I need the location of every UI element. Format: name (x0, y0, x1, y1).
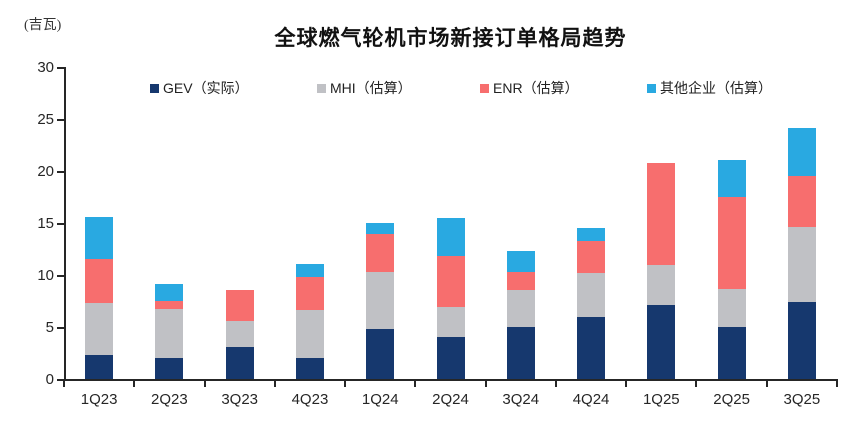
bar-segment-4Q24-4 (577, 228, 606, 241)
y-axis-tick-label: 25 (37, 111, 54, 128)
bar-segment-3Q23-2 (225, 320, 254, 347)
x-axis-tick-label: 3Q24 (502, 391, 540, 408)
legend-label: GEV（实际） (163, 80, 249, 96)
x-axis-tick (484, 381, 487, 387)
bar-segment-1Q23-3 (85, 259, 114, 304)
legend-item-1: GEV（实际） (150, 78, 249, 98)
bar-segment-3Q23-3 (225, 289, 254, 321)
y-axis-tick (57, 379, 64, 381)
y-axis-tick-label: 5 (45, 319, 54, 336)
bar-segment-3Q23-1 (225, 346, 254, 379)
legend-label: 其他企业（估算） (659, 80, 772, 96)
bar-segment-1Q23-1 (85, 355, 114, 379)
bar-segment-2Q23-2 (155, 309, 184, 359)
bar-segment-1Q24-2 (366, 271, 395, 330)
legend-swatch-icon (646, 83, 656, 93)
bar-segment-1Q24-1 (366, 329, 395, 379)
bar-segment-4Q23-3 (295, 277, 324, 311)
x-axis-tick-label: 3Q25 (783, 391, 821, 408)
bar-segment-2Q24-3 (436, 256, 465, 308)
y-axis-line (64, 67, 66, 381)
legend-item-3: ENR（估算） (480, 78, 579, 98)
x-axis-tick (836, 381, 838, 387)
legend-label: MHI（估算） (329, 80, 412, 96)
x-axis-tick-label: 4Q24 (572, 391, 610, 408)
x-axis-tick (273, 381, 276, 387)
bar-segment-3Q25-4 (787, 128, 816, 177)
y-axis-tick (57, 327, 64, 329)
bar-segment-3Q25-3 (787, 176, 816, 228)
bar-segment-4Q23-2 (295, 310, 324, 359)
y-axis-tick-label: 15 (37, 215, 54, 232)
bar-segment-1Q23-4 (85, 216, 114, 260)
x-axis-tick (695, 381, 698, 387)
bar-segment-3Q25-1 (787, 302, 816, 379)
bar-segment-3Q24-2 (506, 289, 535, 327)
x-axis-tick-label: 1Q25 (642, 391, 680, 408)
bar-segment-2Q23-4 (155, 284, 184, 301)
x-axis-line (64, 379, 838, 381)
bar-segment-1Q25-3 (647, 162, 676, 265)
x-axis-tick-label: 2Q25 (713, 391, 750, 408)
chart-title: 全球燃气轮机市场新接订单格局趋势 (274, 26, 627, 50)
bar-segment-1Q24-3 (366, 234, 395, 272)
bar-segment-2Q23-1 (155, 358, 184, 379)
legend-swatch-icon (150, 83, 159, 93)
bar-segment-2Q24-2 (436, 307, 465, 338)
x-axis-tick-label: 1Q24 (361, 391, 399, 408)
legend-item-4: 其他企业（估算） (646, 78, 772, 98)
bar-segment-2Q25-4 (717, 159, 746, 197)
bar-segment-4Q24-2 (577, 272, 606, 317)
bar-segment-4Q24-3 (577, 240, 606, 273)
bar-segment-2Q24-1 (436, 337, 465, 379)
bar-segment-3Q24-4 (506, 251, 535, 272)
bar-segment-3Q24-1 (506, 327, 535, 379)
y-axis-tick-label: 30 (37, 59, 54, 76)
bar-segment-2Q25-2 (717, 288, 746, 327)
x-axis-tick (625, 381, 628, 387)
x-axis-tick (63, 381, 65, 387)
legend-label: ENR（估算） (493, 80, 579, 96)
bar-segment-4Q24-1 (577, 316, 606, 379)
bar-segment-1Q23-2 (85, 303, 114, 356)
y-axis-tick (57, 67, 64, 69)
bar-segment-2Q25-3 (717, 197, 746, 289)
bar-segment-1Q25-2 (647, 264, 676, 306)
legend: GEV（实际） MHI（估算） ENR（估算） 其他企业（估算） (150, 78, 772, 98)
y-axis-tick-label: 20 (37, 163, 54, 180)
bar-segment-3Q25-2 (787, 227, 816, 303)
bar-segment-2Q24-4 (436, 217, 465, 257)
x-axis-tick (344, 381, 347, 387)
x-axis-tick-label: 1Q23 (80, 391, 118, 408)
bar-segment-3Q24-3 (506, 271, 535, 290)
x-axis-tick (133, 381, 136, 387)
legend-item-2: MHI（估算） (316, 78, 412, 98)
y-axis-tick-label: 0 (45, 371, 54, 388)
y-axis-tick (57, 223, 64, 225)
x-axis-tick-label: 2Q24 (432, 391, 469, 408)
legend-swatch-icon (316, 83, 326, 93)
bar-segment-1Q25-1 (647, 305, 676, 379)
x-axis-tick-label: 3Q23 (221, 391, 259, 408)
x-axis-tick (765, 381, 768, 387)
x-axis-tick (554, 381, 557, 387)
y-axis-tick (57, 275, 64, 277)
bar-segment-1Q24-4 (366, 223, 395, 235)
bar-segment-2Q25-1 (717, 327, 746, 379)
x-axis-tick (414, 381, 417, 387)
bar-segment-4Q23-4 (295, 263, 324, 278)
y-axis-tick (57, 171, 64, 173)
y-axis-tick (57, 119, 64, 121)
bar-segment-4Q23-1 (295, 358, 324, 379)
y-axis-unit-label: (吉瓦) (24, 18, 62, 33)
x-axis-tick-label: 2Q23 (151, 391, 188, 408)
bar-segment-2Q23-3 (155, 301, 184, 310)
x-axis-tick (203, 381, 206, 387)
y-axis-tick-label: 10 (37, 267, 54, 284)
x-axis-tick-label: 4Q23 (291, 391, 329, 408)
legend-swatch-icon (480, 83, 490, 93)
